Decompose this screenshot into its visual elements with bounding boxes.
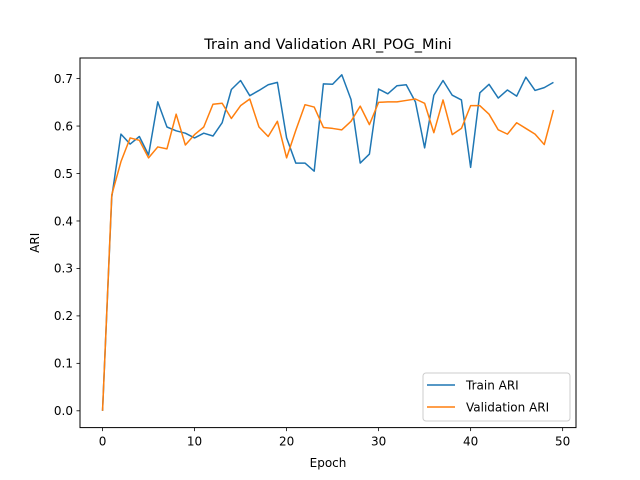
y-tick-label: 0.5 xyxy=(54,167,73,181)
y-tick-label: 0.1 xyxy=(54,357,73,371)
y-axis-label: ARI xyxy=(28,233,42,253)
x-tick-label: 30 xyxy=(371,435,386,449)
y-tick-label: 0.4 xyxy=(54,214,73,228)
series-line-validation-ari xyxy=(101,98,555,411)
x-tick-label: 50 xyxy=(555,435,570,449)
y-tick-label: 0.2 xyxy=(54,309,73,323)
legend-label-train: Train ARI xyxy=(465,379,519,393)
plot-lines xyxy=(101,74,555,411)
x-tick-label: 0 xyxy=(99,435,107,449)
x-tick-label: 20 xyxy=(279,435,294,449)
x-tick-label: 10 xyxy=(187,435,202,449)
x-axis-label: Epoch xyxy=(310,456,347,470)
y-tick-label: 0.3 xyxy=(54,262,73,276)
legend-label-validation: Validation ARI xyxy=(466,401,549,415)
chart-title: Train and Validation ARI_POG_Mini xyxy=(203,37,451,53)
axes-frame xyxy=(79,57,577,429)
y-tick-label: 0.6 xyxy=(54,119,73,133)
y-tick-label: 0.0 xyxy=(54,404,73,418)
x-tick-label: 40 xyxy=(463,435,478,449)
y-tick-label: 0.7 xyxy=(54,72,73,86)
y-axis: 0.0 0.1 0.2 0.3 0.4 0.5 0.6 0.7 xyxy=(54,72,80,418)
legend: Train ARI Validation ARI xyxy=(422,372,571,422)
x-axis: 0 10 20 30 40 50 xyxy=(99,427,570,449)
legend-box xyxy=(422,372,571,422)
